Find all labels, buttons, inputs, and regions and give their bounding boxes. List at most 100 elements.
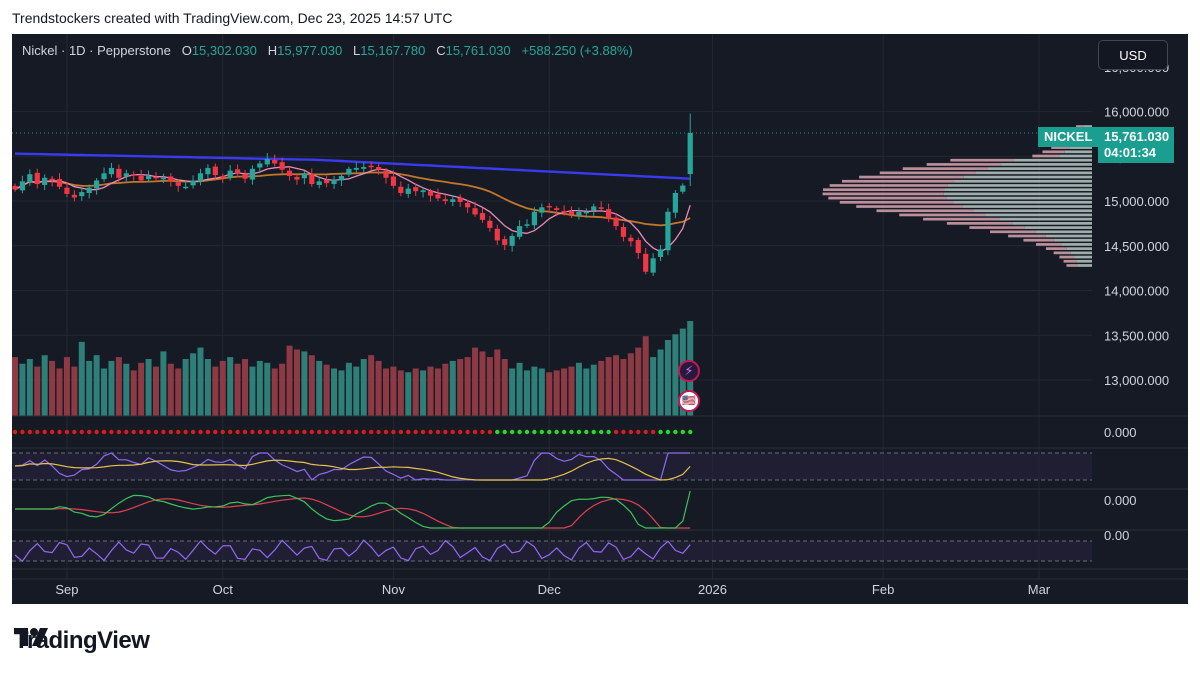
volume-bar (360, 359, 367, 416)
profile-bar-buy (947, 184, 1092, 187)
candle-body (650, 258, 656, 273)
candle-body (643, 253, 649, 272)
lightning-event-icon[interactable]: ⚡ (678, 360, 700, 382)
candle-body (657, 249, 664, 257)
ma-fast-line (14, 166, 691, 253)
volume-bar (516, 362, 523, 416)
dot-indicator (569, 429, 574, 435)
close-label: C (436, 43, 446, 58)
dot-indicator (235, 429, 240, 435)
dot-indicator (509, 429, 515, 435)
dot-indicator (324, 429, 329, 435)
volume-bar (494, 349, 501, 416)
dot-indicator (517, 429, 522, 435)
last-price-tag: 15,761.030 04:01:34 (1098, 127, 1174, 163)
dot-indicator (428, 429, 433, 435)
candle-body (86, 187, 92, 193)
candle-body (27, 174, 33, 183)
tradingview-logo-icon (14, 628, 48, 646)
candle-body (242, 174, 248, 179)
dot-indicator (391, 429, 396, 435)
price-tick-label: 14,500.000 (1104, 239, 1169, 254)
volume-bar (561, 368, 568, 416)
candle-body (272, 159, 278, 164)
dot-indicator (502, 429, 507, 435)
candle-body (294, 176, 300, 180)
profile-bar-buy (1035, 230, 1092, 234)
dot-indicator (242, 429, 248, 435)
ma-mid-line (14, 171, 691, 227)
volume-bar (457, 359, 464, 416)
profile-bar-buy (987, 167, 1092, 170)
time-tick-label: Nov (382, 582, 406, 597)
candle-body (42, 177, 48, 185)
candle-body (680, 185, 686, 192)
profile-bar-sell (823, 188, 945, 192)
candle-body (576, 211, 582, 216)
candle-body (101, 173, 107, 180)
volume-bar (509, 368, 516, 416)
us-flag-event-icon[interactable]: 🇺🇸 (678, 390, 700, 412)
osc2-band (12, 541, 1092, 561)
volume-bar (101, 368, 108, 416)
profile-bar-buy (973, 209, 1092, 213)
volume-bar (138, 362, 145, 416)
dot-indicator (413, 429, 418, 435)
dot-indicator (302, 429, 307, 435)
candle-body (420, 190, 426, 193)
candle-body (568, 211, 575, 215)
dot-indicator (294, 429, 300, 435)
profile-bar-buy (1083, 125, 1092, 128)
dot-indicator (406, 429, 411, 435)
dot-indicator (458, 429, 463, 435)
profile-bar-sell (1042, 150, 1065, 154)
volume-bar (286, 345, 293, 416)
dot-indicator (606, 429, 611, 435)
symbol-title[interactable]: Nickel · 1D · Pepperstone (22, 43, 171, 58)
profile-bar-sell (1063, 259, 1077, 263)
dot-indicator (650, 429, 656, 435)
volume-bar (434, 368, 441, 416)
profile-bar-sell (876, 209, 974, 213)
profile-bar-sell (859, 175, 964, 179)
volume-bar (420, 370, 427, 416)
dot-indicator (190, 429, 196, 435)
candle-body (613, 217, 619, 227)
candle-body (346, 168, 352, 175)
candle-body (168, 176, 174, 182)
profile-bar-sell (822, 192, 944, 196)
profile-bar-buy (1074, 255, 1092, 259)
volume-bar (56, 368, 63, 416)
dot-indicator (621, 429, 626, 435)
dot-indicator (168, 429, 174, 435)
profile-bar-buy (1001, 163, 1092, 166)
dot-indicator (480, 429, 485, 435)
candle-body (450, 199, 456, 202)
candle-body (383, 170, 389, 178)
dot-indicator (79, 429, 84, 435)
volume-bar (71, 366, 78, 416)
dot-indicator (487, 429, 493, 435)
dot-indicator (665, 429, 671, 435)
profile-bar-buy (1014, 158, 1092, 162)
volume-bar (115, 357, 122, 416)
symbol-price-tag: NICKEL (1038, 127, 1099, 147)
volume-bar (650, 357, 657, 416)
profile-bar-buy (1064, 150, 1092, 154)
dot-indicator (524, 429, 530, 435)
candle-body (405, 188, 411, 194)
volume-bar (664, 340, 671, 416)
volume-bar (41, 355, 48, 416)
volume-bar (293, 349, 300, 416)
dot-indicator (472, 429, 478, 435)
time-tick-label: Oct (213, 582, 234, 597)
volume-bar (108, 360, 115, 416)
profile-bar-buy (1012, 222, 1092, 225)
volume-bar (368, 355, 375, 416)
dot-indicator (368, 429, 374, 435)
volume-bar (78, 341, 85, 416)
candle-body (131, 174, 137, 176)
currency-button[interactable]: USD (1098, 40, 1168, 70)
